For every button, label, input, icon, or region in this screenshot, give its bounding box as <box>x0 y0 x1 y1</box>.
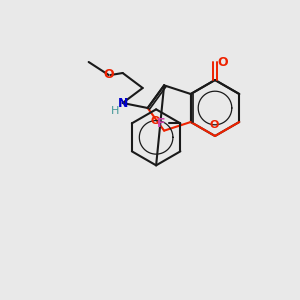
Text: O: O <box>209 120 219 130</box>
Text: N: N <box>118 97 128 110</box>
Text: F: F <box>157 117 165 130</box>
Text: H: H <box>110 106 119 116</box>
Text: O: O <box>217 56 228 70</box>
Text: O: O <box>103 68 114 80</box>
Text: O: O <box>151 116 160 126</box>
